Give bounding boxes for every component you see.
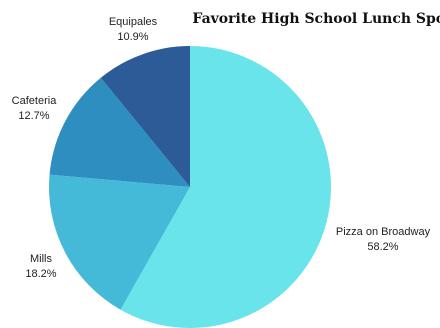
slice-label-percent: 18.2%: [25, 268, 56, 280]
slice-label-percent: 12.7%: [18, 110, 49, 122]
chart-title: Favorite High School Lunch Spot: [192, 11, 440, 27]
pie-slice-pizza-on-broadway: [120, 46, 331, 328]
slice-label-name: Mills: [30, 253, 52, 265]
slice-label-name: Equipales: [109, 16, 158, 28]
slice-labels: Pizza on Broadway 58.2% Mills 18.2% Cafeteri…: [12, 16, 431, 280]
pie-slices: [49, 46, 331, 328]
slice-label-percent: 58.2%: [367, 241, 398, 253]
slice-label-name: Cafeteria: [12, 95, 58, 107]
slice-label-name: Pizza on Broadway: [336, 226, 431, 238]
slice-label-percent: 10.9%: [117, 31, 148, 43]
pie-slice-equipales: [100, 46, 190, 187]
pie-slice-cafeteria: [49, 77, 190, 187]
pie-slice-mills: [49, 174, 190, 310]
